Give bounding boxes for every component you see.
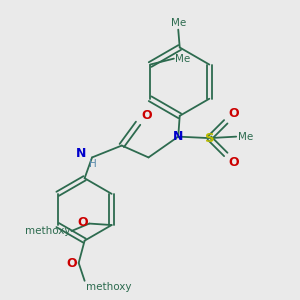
Text: N: N (76, 147, 86, 161)
Text: O: O (77, 216, 88, 229)
Text: O: O (67, 257, 77, 270)
Text: H: H (89, 159, 97, 169)
Text: Me: Me (238, 132, 253, 142)
Text: methoxy: methoxy (86, 282, 132, 292)
Text: O: O (228, 107, 239, 120)
Text: N: N (173, 130, 183, 143)
Text: Me: Me (171, 18, 186, 28)
Text: S: S (205, 132, 214, 145)
Text: O: O (228, 156, 239, 169)
Text: methoxy: methoxy (25, 226, 70, 236)
Text: O: O (141, 109, 152, 122)
Text: Me: Me (176, 54, 190, 64)
